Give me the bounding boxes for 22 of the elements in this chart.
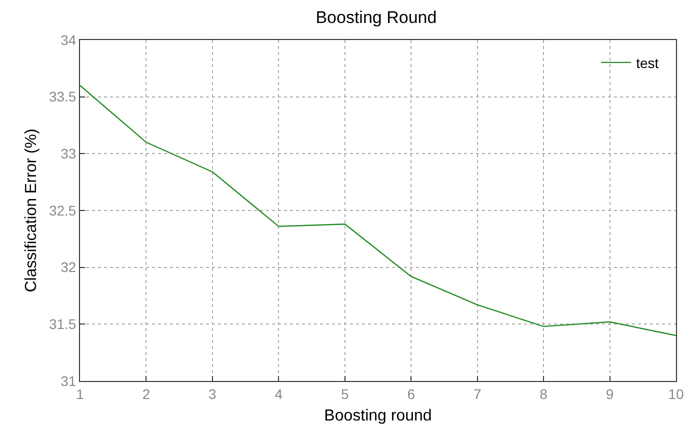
x-tick-label: 8 (540, 386, 548, 402)
y-tick-label: 32 (60, 259, 76, 276)
x-tick-label: 9 (606, 386, 614, 402)
y-tick-label: 32.5 (48, 202, 76, 218)
x-tick-label: 10 (668, 386, 684, 402)
x-tick-label: 4 (274, 386, 283, 402)
legend-label: test (636, 54, 659, 71)
x-tick-label: 6 (407, 386, 416, 402)
x-tick-label: 3 (208, 386, 217, 402)
x-tick-label: 1 (76, 386, 84, 402)
y-tick-label: 33.5 (48, 88, 76, 105)
x-tick-label: 2 (142, 386, 150, 402)
y-tick-label: 31 (60, 372, 76, 389)
y-tick-label: 33 (60, 146, 76, 162)
chart-title: Boosting Round (316, 8, 437, 27)
y-tick-label: 31.5 (48, 316, 76, 332)
x-tick-label: 5 (340, 386, 349, 402)
x-axis-title: Boosting round (324, 408, 432, 424)
y-tick-label: 34 (60, 32, 76, 48)
y-axis-title: Classification Error (%) (22, 128, 40, 292)
line-series (80, 84, 676, 336)
x-tick-label: 7 (473, 386, 482, 402)
